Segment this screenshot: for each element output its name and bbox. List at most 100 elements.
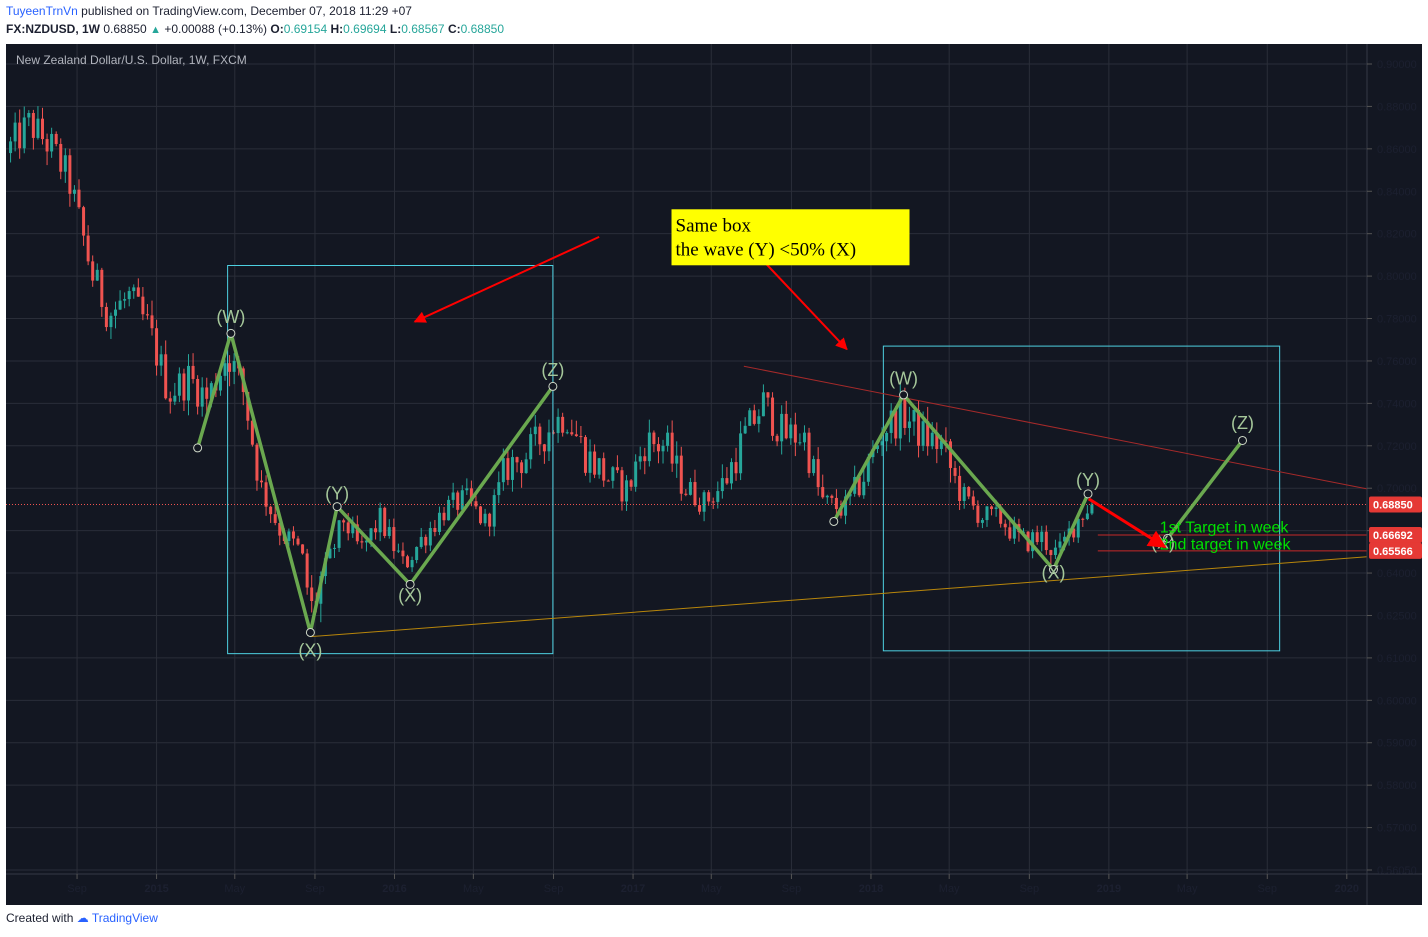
candle-body <box>22 117 26 149</box>
candle-body <box>1031 532 1035 552</box>
candle-body <box>82 207 86 236</box>
y-tick-label: 0.80000 <box>1377 271 1417 283</box>
candle-body <box>91 261 95 281</box>
y-tick-label: 0.59000 <box>1377 738 1417 750</box>
note-line-1: Same box <box>676 215 752 236</box>
candle-body <box>68 155 72 194</box>
candle-body <box>898 397 902 439</box>
candle-body <box>629 480 633 487</box>
candle-body <box>442 512 446 521</box>
candle-body <box>761 392 765 417</box>
chart-grid <box>6 44 1367 874</box>
candle-body <box>711 501 715 503</box>
candle-body <box>611 467 615 481</box>
open-label: O: <box>270 22 284 36</box>
wave-label: (W) <box>216 307 245 327</box>
candle-body <box>346 522 350 534</box>
candle-body <box>1053 547 1057 556</box>
x-tick-label: Sep <box>1020 883 1040 895</box>
candle-body <box>606 480 610 482</box>
publish-info: TuyeenTrnVn published on TradingView.com… <box>6 4 412 18</box>
candle-body <box>816 459 820 488</box>
target-label: 1st Target in week <box>1160 519 1290 536</box>
candle-body <box>834 497 838 510</box>
author-link[interactable]: TuyeenTrnVn <box>6 4 78 18</box>
candle-body <box>13 122 17 142</box>
candle-body <box>1072 528 1076 538</box>
candle-body <box>812 459 816 474</box>
chart-background <box>6 44 1422 905</box>
candle-body <box>793 424 797 443</box>
x-tick-label: May <box>701 883 722 895</box>
candle-body <box>1085 513 1089 520</box>
annotation-arrow <box>413 235 600 323</box>
wave-pivot <box>305 627 315 637</box>
price-axis[interactable]: 0.90000 0.88000 0.86000 0.84000 0.82000 0.800… <box>1367 59 1422 877</box>
x-tick-label: Sep <box>305 883 325 895</box>
candle-body <box>191 365 195 379</box>
candle-body <box>602 458 606 481</box>
footer: Created with ☁ TradingView <box>6 911 158 925</box>
candle-body <box>780 413 784 442</box>
candle-body <box>894 410 898 439</box>
y-tick-label: 0.82000 <box>1377 229 1417 241</box>
wave-box <box>227 265 554 655</box>
wave-pivot <box>193 443 203 453</box>
candle-body <box>72 189 76 194</box>
candle-body <box>652 432 656 445</box>
candle-body <box>885 432 889 442</box>
x-tick-label: Sep <box>1257 883 1277 895</box>
wave-pivot <box>332 502 342 512</box>
x-tick-label: May <box>224 883 245 895</box>
candle-body <box>1049 550 1053 556</box>
candle-body <box>971 496 975 506</box>
candle-body <box>100 269 104 307</box>
candle-body <box>260 480 264 483</box>
candle-body <box>985 506 989 521</box>
candle-body <box>209 383 213 399</box>
candle-body <box>533 426 537 435</box>
candle-body <box>565 432 569 434</box>
candle-body <box>666 432 670 446</box>
y-tick-label: 0.60000 <box>1377 695 1417 707</box>
candle-body <box>187 365 191 401</box>
candle-body <box>387 527 391 536</box>
x-tick-label: Sep <box>782 883 802 895</box>
y-tick-label: 0.62500 <box>1377 610 1417 622</box>
wave-pivot <box>1238 435 1248 445</box>
candle-body <box>757 416 761 424</box>
y-tick-label: 0.84000 <box>1377 186 1417 198</box>
drawings: (W)(X)(Y)(X)(Z) (W)(X)(Y)(X)(Z)1st Target… <box>6 209 1368 660</box>
open-value: 0.69154 <box>283 22 328 36</box>
tradingview-link[interactable]: TradingView <box>91 911 158 925</box>
candle-body <box>250 420 254 445</box>
candle-body <box>976 505 980 523</box>
candle-body <box>369 528 373 541</box>
candle-body <box>218 375 222 391</box>
up-triangle-icon: ▲ <box>150 24 161 36</box>
candle-body <box>401 550 405 557</box>
y-tick-label: 0.56050 <box>1377 865 1417 877</box>
candle-body <box>948 441 952 468</box>
candle-body <box>725 478 729 484</box>
candle-body <box>980 520 984 523</box>
candle-body <box>917 409 921 446</box>
candle-body <box>638 456 642 462</box>
candle-body <box>625 480 629 502</box>
y-tick-label: 0.88000 <box>1377 101 1417 113</box>
candle-body <box>145 314 149 316</box>
candle-body <box>784 413 788 439</box>
candle-body <box>333 547 337 549</box>
candle-body <box>647 432 651 462</box>
candle-body <box>693 482 697 506</box>
candle-body <box>424 536 428 546</box>
time-axis[interactable]: Sep 2015 May Sep 2016 May Sep 2017 May Sep 2018 May… <box>67 874 1359 895</box>
candle-body <box>593 451 597 475</box>
candle-body <box>675 455 679 464</box>
candle-body <box>866 457 870 482</box>
candle-body <box>451 492 455 500</box>
candle-body <box>999 507 1003 524</box>
last-price: 0.68850 <box>103 22 147 36</box>
candle-body <box>223 363 227 376</box>
